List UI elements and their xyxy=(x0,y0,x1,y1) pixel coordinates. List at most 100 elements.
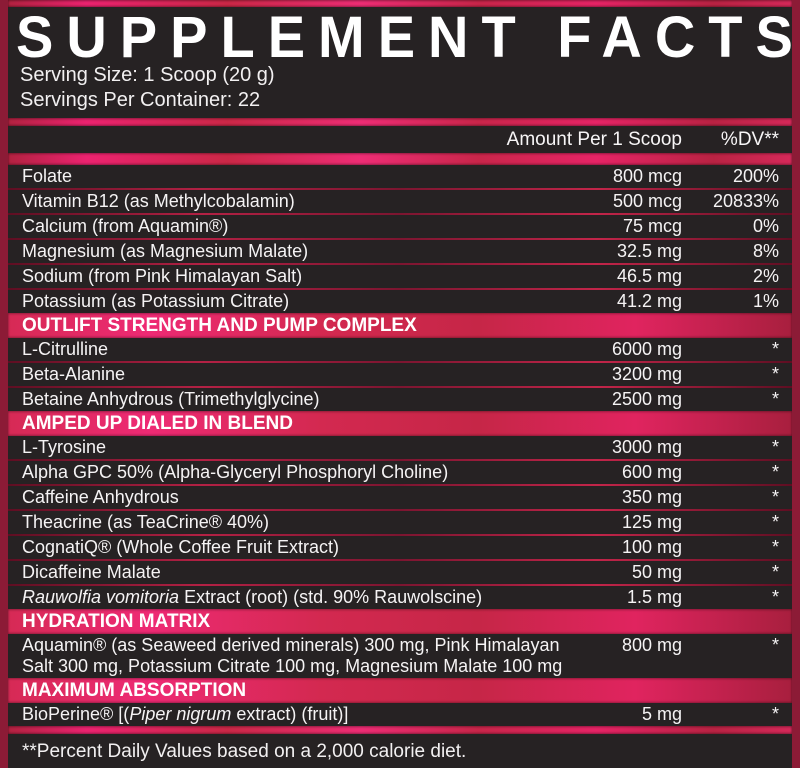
ingredient-name-part: Alpha GPC 50% (Alpha-Glyceryl Phosphoryl… xyxy=(22,462,449,482)
ingredient-name: Caffeine Anhydrous xyxy=(22,487,572,508)
table-row: CognatiQ® (Whole Coffee Fruit Extract) 10… xyxy=(8,534,792,559)
footnote-daily-values: **Percent Daily Values based on a 2,000 … xyxy=(22,741,467,762)
dv-value: * xyxy=(771,512,779,532)
ingredient-name: Rauwolfia vomitoria Extract (root) (std.… xyxy=(22,587,572,608)
amount-value: 5 mg xyxy=(641,704,682,724)
ingredient-name: Betaine Anhydrous (Trimethylglycine) xyxy=(22,389,572,410)
dv-value: 8% xyxy=(752,241,779,261)
table-row: L-Citrulline 6000 mg * xyxy=(8,338,792,361)
ingredient-name-part: L-Tyrosine xyxy=(22,437,107,457)
dv-value: 1% xyxy=(752,291,779,311)
ingredient-name: Theacrine (as TeaCrine® 40%) xyxy=(22,512,572,533)
ingredient-name-part: Potassium (as Potassium Citrate) xyxy=(22,291,290,311)
ingredient-name: L-Tyrosine xyxy=(22,437,572,458)
table-row: Magnesium (as Magnesium Malate) 32.5 mg 8% xyxy=(8,238,792,263)
dv-value: * xyxy=(771,587,779,607)
ingredient-name-part: Dicaffeine Malate xyxy=(22,562,161,582)
dv-value: * xyxy=(771,562,779,582)
dv-column-header: %DV** xyxy=(720,129,779,150)
ingredient-name-part: BioPerine® [( xyxy=(22,704,130,724)
divider-bar-thick xyxy=(8,153,792,165)
amount-value: 125 mg xyxy=(621,512,682,532)
amount-value: 46.5 mg xyxy=(616,266,682,286)
ingredient-name-italic-part: Piper nigrum xyxy=(129,704,232,724)
amount-value: 800 mcg xyxy=(612,166,682,186)
section-header: MAXIMUM ABSORPTION xyxy=(8,678,792,703)
ingredient-name: Potassium (as Potassium Citrate) xyxy=(22,291,572,312)
panel-header: SUPPLEMENT FACTS Serving Size: 1 Scoop (… xyxy=(8,7,792,118)
table-row: Aquamin® (as Seaweed derived minerals) 3… xyxy=(8,634,792,678)
table-row: Beta-Alanine 3200 mg * xyxy=(8,361,792,386)
amount-value: 600 mg xyxy=(621,462,682,482)
panel-title: SUPPLEMENT FACTS xyxy=(16,3,800,70)
footnote-dv-not-established: * Daily Value not established xyxy=(22,764,778,768)
panel-footer: **Percent Daily Values based on a 2,000 … xyxy=(8,726,792,768)
ingredient-name-part: L-Citrulline xyxy=(22,339,109,359)
amount-value: 6000 mg xyxy=(611,339,682,359)
ingredient-name-italic-part: Rauwolfia vomitoria xyxy=(22,587,185,607)
servings-per-container: Servings Per Container: 22 xyxy=(20,89,261,111)
table-row: Calcium (from Aquamin®) 75 mcg 0% xyxy=(8,213,792,238)
dv-value: * xyxy=(771,487,779,507)
section-header: HYDRATION MATRIX xyxy=(8,609,792,634)
amount-value: 2500 mg xyxy=(611,389,682,409)
ingredients-table: Folate 800 mcg 200% Vitamin B12 (as Methylc… xyxy=(8,165,792,726)
ingredient-name-part: CognatiQ® (Whole Coffee Fruit Extract) xyxy=(22,537,340,557)
table-row: BioPerine® [(Piper nigrum extract) (frui… xyxy=(8,703,792,726)
ingredient-name: Folate xyxy=(22,166,572,187)
ingredient-name-part: Aquamin® (as Seaweed derived minerals) 3… xyxy=(22,635,563,676)
ingredient-name-part: extract) (fruit)] xyxy=(231,704,349,724)
dv-value: * xyxy=(771,364,779,384)
serving-size: Serving Size: 1 Scoop (20 g) xyxy=(20,64,275,86)
ingredient-name: L-Citrulline xyxy=(22,339,572,360)
amount-value: 800 mg xyxy=(621,635,682,655)
amount-value: 1.5 mg xyxy=(626,587,682,607)
table-row: Caffeine Anhydrous 350 mg * xyxy=(8,484,792,509)
ingredient-name-part: Folate xyxy=(22,166,73,186)
ingredient-name-part: Betaine Anhydrous (Trimethylglycine) xyxy=(22,389,320,409)
amount-value: 50 mg xyxy=(631,562,682,582)
ingredient-name: Aquamin® (as Seaweed derived minerals) 3… xyxy=(22,635,572,677)
table-row: Rauwolfia vomitoria Extract (root) (std.… xyxy=(8,584,792,609)
ingredient-name: Magnesium (as Magnesium Malate) xyxy=(22,241,572,262)
amount-value: 350 mg xyxy=(621,487,682,507)
table-row: Vitamin B12 (as Methylcobalamin) 500 mcg 2… xyxy=(8,188,792,213)
ingredient-name: Sodium (from Pink Himalayan Salt) xyxy=(22,266,572,287)
ingredient-name: Calcium (from Aquamin®) xyxy=(22,216,572,237)
section-header: AMPED UP DIALED IN BLEND xyxy=(8,411,792,436)
dv-value: * xyxy=(771,704,779,724)
ingredient-name: Vitamin B12 (as Methylcobalamin) xyxy=(22,191,572,212)
amount-value: 3200 mg xyxy=(611,364,682,384)
section-header: OUTLIFT STRENGTH AND PUMP COMPLEX xyxy=(8,313,792,338)
amount-value: 41.2 mg xyxy=(616,291,682,311)
amount-value: 500 mcg xyxy=(612,191,682,211)
ingredient-name-part: Caffeine Anhydrous xyxy=(22,487,179,507)
footer-divider-bar xyxy=(8,726,792,734)
ingredient-name: BioPerine® [(Piper nigrum extract) (frui… xyxy=(22,704,572,725)
footnotes: **Percent Daily Values based on a 2,000 … xyxy=(8,734,792,768)
table-row: Sodium (from Pink Himalayan Salt) 46.5 mg… xyxy=(8,263,792,288)
ingredient-name-part: Theacrine (as TeaCrine® 40%) xyxy=(22,512,270,532)
dv-value: 20833% xyxy=(712,191,779,211)
table-row: Folate 800 mcg 200% xyxy=(8,165,792,188)
table-row: Theacrine (as TeaCrine® 40%) 125 mg * xyxy=(8,509,792,534)
dv-value: 2% xyxy=(752,266,779,286)
dv-value: * xyxy=(771,537,779,557)
dv-value: * xyxy=(771,635,779,655)
table-row: Potassium (as Potassium Citrate) 41.2 mg 1… xyxy=(8,288,792,313)
table-row: Dicaffeine Malate 50 mg * xyxy=(8,559,792,584)
dv-value: * xyxy=(771,389,779,409)
dv-value: * xyxy=(771,437,779,457)
ingredient-name: Dicaffeine Malate xyxy=(22,562,572,583)
ingredient-name: Alpha GPC 50% (Alpha-Glyceryl Phosphoryl… xyxy=(22,462,572,483)
top-accent-bar xyxy=(8,0,792,7)
amount-value: 100 mg xyxy=(621,537,682,557)
table-row: Alpha GPC 50% (Alpha-Glyceryl Phosphoryl… xyxy=(8,459,792,484)
table-row: Betaine Anhydrous (Trimethylglycine) 2500… xyxy=(8,386,792,411)
ingredient-name-part: Beta-Alanine xyxy=(22,364,126,384)
amount-value: 32.5 mg xyxy=(616,241,682,261)
amount-value: 75 mcg xyxy=(622,216,682,236)
amount-column-header: Amount Per 1 Scoop xyxy=(506,129,682,150)
dv-value: * xyxy=(771,339,779,359)
